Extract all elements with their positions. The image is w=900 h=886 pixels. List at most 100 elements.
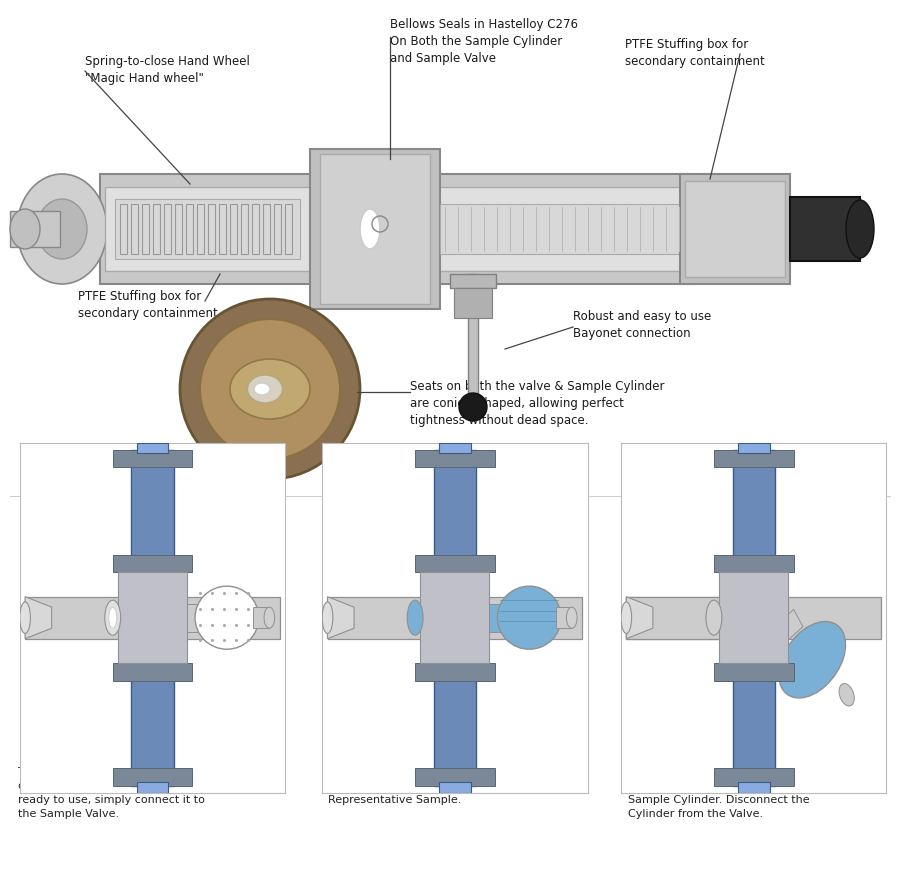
Text: S: S bbox=[18, 509, 35, 533]
Bar bbox=[450, 275, 496, 289]
Bar bbox=[415, 555, 495, 572]
Ellipse shape bbox=[839, 684, 854, 706]
Bar bbox=[137, 782, 168, 793]
Bar bbox=[112, 664, 193, 681]
Text: Seats on both the valve & Sample Cylinder
are conical shaped, allowing perfect
t: Seats on both the valve & Sample Cylinde… bbox=[410, 379, 664, 426]
Bar bbox=[10, 212, 60, 248]
Ellipse shape bbox=[498, 587, 562, 649]
Polygon shape bbox=[626, 597, 652, 639]
Ellipse shape bbox=[566, 608, 577, 628]
Bar bbox=[254, 608, 269, 628]
Ellipse shape bbox=[778, 622, 846, 698]
Circle shape bbox=[200, 320, 340, 460]
Bar bbox=[768, 610, 803, 651]
Bar bbox=[174, 604, 211, 632]
Text: PTFE Stuffing box for
secondary containment: PTFE Stuffing box for secondary containm… bbox=[78, 290, 218, 320]
Ellipse shape bbox=[104, 601, 121, 635]
Bar bbox=[175, 205, 182, 254]
Ellipse shape bbox=[360, 210, 380, 250]
Bar bbox=[219, 205, 226, 254]
Ellipse shape bbox=[37, 199, 87, 260]
Bar bbox=[420, 572, 490, 664]
Polygon shape bbox=[328, 597, 354, 639]
Bar bbox=[738, 782, 770, 793]
Text: Once the Sample is grabbed, close
both the Sample Valve and the
Sample Cylinder.: Once the Sample is grabbed, close both t… bbox=[628, 766, 823, 818]
Ellipse shape bbox=[846, 201, 874, 259]
Bar bbox=[468, 275, 478, 405]
Ellipse shape bbox=[230, 360, 310, 420]
Bar bbox=[131, 205, 138, 254]
Text: Spring-to-close Hand Wheel
"Magic Hand wheel": Spring-to-close Hand Wheel "Magic Hand w… bbox=[85, 55, 250, 85]
Bar bbox=[186, 205, 193, 254]
Bar bbox=[476, 604, 513, 632]
Bar bbox=[25, 597, 280, 639]
Ellipse shape bbox=[20, 602, 31, 633]
Circle shape bbox=[459, 393, 487, 422]
Bar bbox=[733, 664, 775, 786]
Bar bbox=[164, 205, 171, 254]
Ellipse shape bbox=[109, 608, 117, 628]
Bar bbox=[714, 664, 794, 681]
Bar bbox=[241, 205, 248, 254]
Bar bbox=[105, 188, 685, 272]
Bar bbox=[252, 205, 259, 254]
Bar bbox=[714, 768, 794, 786]
Bar bbox=[626, 597, 741, 639]
Ellipse shape bbox=[17, 175, 107, 284]
Polygon shape bbox=[25, 597, 51, 639]
Ellipse shape bbox=[10, 210, 40, 250]
Bar bbox=[118, 572, 187, 664]
Text: Bellows Seals in Hastelloy C276
On Both the Sample Cylinder
and Sample Valve: Bellows Seals in Hastelloy C276 On Both … bbox=[390, 18, 578, 65]
Bar bbox=[230, 205, 237, 254]
Text: Open both the Sample Cylinder and
the Sample Valve to collect a
Representative S: Open both the Sample Cylinder and the Sa… bbox=[328, 766, 528, 804]
Ellipse shape bbox=[621, 602, 632, 633]
Bar bbox=[5, 5, 895, 494]
Bar bbox=[719, 572, 788, 664]
Ellipse shape bbox=[407, 601, 423, 635]
Bar bbox=[439, 782, 471, 793]
Bar bbox=[714, 555, 794, 572]
Bar bbox=[328, 597, 582, 639]
Bar bbox=[208, 205, 215, 254]
Bar bbox=[415, 450, 495, 468]
Bar bbox=[733, 450, 775, 572]
Bar bbox=[153, 205, 160, 254]
Bar bbox=[434, 664, 476, 786]
Bar bbox=[112, 555, 193, 572]
Bar bbox=[790, 198, 860, 261]
Bar bbox=[131, 664, 174, 786]
Bar bbox=[415, 768, 495, 786]
Text: CONCEPT: CONCEPT bbox=[162, 510, 256, 528]
Bar bbox=[285, 205, 292, 254]
Ellipse shape bbox=[254, 384, 270, 395]
Bar bbox=[680, 175, 790, 284]
Bar bbox=[115, 199, 300, 260]
Bar bbox=[556, 608, 572, 628]
Bar bbox=[738, 443, 770, 454]
Bar bbox=[434, 450, 476, 572]
Text: PTFE Stuffing box for
secondary containment: PTFE Stuffing box for secondary containm… bbox=[625, 38, 765, 68]
Ellipse shape bbox=[706, 601, 722, 635]
Bar bbox=[685, 182, 785, 277]
Bar bbox=[440, 205, 730, 254]
Text: IMPLE: IMPLE bbox=[30, 510, 86, 528]
Bar bbox=[112, 450, 193, 468]
Bar bbox=[137, 443, 168, 454]
Bar bbox=[100, 175, 690, 284]
Ellipse shape bbox=[264, 608, 274, 628]
Bar bbox=[263, 205, 270, 254]
Bar bbox=[142, 205, 149, 254]
Ellipse shape bbox=[195, 587, 259, 649]
Bar bbox=[131, 450, 174, 572]
Text: AFE: AFE bbox=[123, 510, 158, 528]
Bar bbox=[120, 205, 127, 254]
Bar bbox=[439, 443, 471, 454]
Bar bbox=[626, 597, 881, 639]
Bar bbox=[274, 205, 281, 254]
Bar bbox=[415, 664, 495, 681]
Text: Robust and easy to use
Bayonet connection: Robust and easy to use Bayonet connectio… bbox=[573, 309, 711, 339]
Ellipse shape bbox=[248, 376, 283, 403]
Bar bbox=[310, 150, 440, 309]
Ellipse shape bbox=[322, 602, 333, 633]
Bar bbox=[197, 205, 204, 254]
